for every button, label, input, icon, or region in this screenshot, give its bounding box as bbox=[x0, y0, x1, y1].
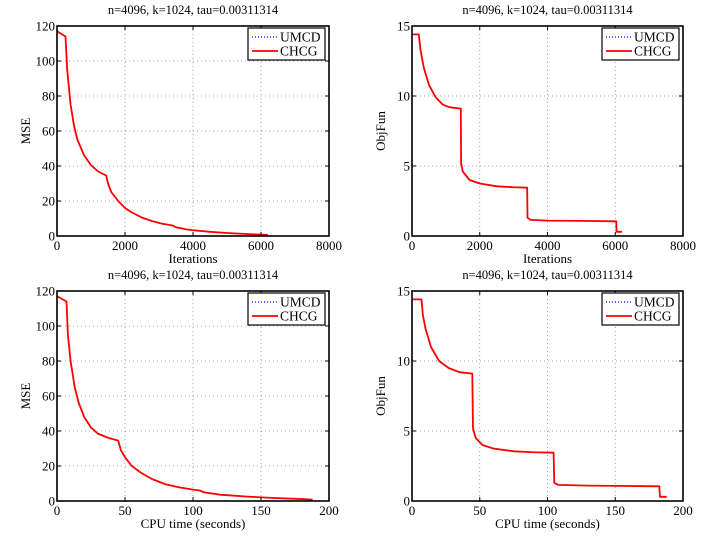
legend-box bbox=[601, 292, 680, 326]
series-line-chcg bbox=[56, 30, 268, 236]
x-tick-label: 6000 bbox=[248, 238, 274, 253]
chart-title: n=4096, k=1024, tau=0.00311314 bbox=[462, 3, 633, 17]
chart-title: n=4096, k=1024, tau=0.00311314 bbox=[462, 268, 633, 282]
y-tick-label: 15 bbox=[397, 284, 410, 299]
x-tick-label: 6000 bbox=[602, 238, 628, 253]
y-tick-label: 80 bbox=[42, 89, 55, 104]
chart-title: n=4096, k=1024, tau=0.00311314 bbox=[108, 268, 279, 282]
x-tick-label: 200 bbox=[319, 503, 339, 518]
y-tick-label: 0 bbox=[49, 229, 56, 244]
legend-label-umcd: UMCD bbox=[280, 295, 321, 310]
series-line-chcg bbox=[412, 298, 667, 498]
y-axis-label: ObjFun bbox=[373, 111, 388, 151]
legend-label-umcd: UMCD bbox=[634, 295, 675, 310]
y-tick-label: 40 bbox=[42, 424, 55, 439]
y-axis-label: MSE bbox=[18, 383, 33, 410]
x-tick-label: 8000 bbox=[670, 238, 696, 253]
x-axis-label: CPU time (seconds) bbox=[495, 516, 600, 531]
legend-label-chcg: CHCG bbox=[634, 44, 672, 59]
y-tick-label: 120 bbox=[36, 19, 56, 34]
x-axis-label: Iterations bbox=[168, 251, 217, 266]
legend-label-chcg: CHCG bbox=[634, 309, 672, 324]
y-tick-label: 15 bbox=[397, 19, 410, 34]
y-tick-label: 0 bbox=[404, 229, 411, 244]
x-tick-label: 200 bbox=[673, 503, 693, 518]
series-line-chcg bbox=[412, 33, 623, 233]
x-tick-label: 2000 bbox=[112, 238, 138, 253]
legend-box bbox=[247, 27, 326, 61]
y-tick-label: 80 bbox=[42, 354, 55, 369]
x-tick-label: 50 bbox=[473, 503, 486, 518]
x-tick-label: 4000 bbox=[535, 238, 561, 253]
y-axis-label: ObjFun bbox=[373, 376, 388, 416]
y-tick-label: 5 bbox=[404, 159, 411, 174]
x-tick-label: 2000 bbox=[467, 238, 493, 253]
y-tick-label: 100 bbox=[36, 54, 56, 69]
x-tick-label: 0 bbox=[409, 238, 416, 253]
y-tick-label: 20 bbox=[42, 459, 55, 474]
y-tick-label: 0 bbox=[404, 494, 411, 509]
chart-panel-obj-cpu: 0 50 100 150 200 0 5 10 15 n=4096, k=1024, tau=0.… bbox=[373, 268, 693, 531]
x-tick-label: 0 bbox=[409, 503, 416, 518]
y-tick-label: 0 bbox=[49, 494, 56, 509]
y-tick-label: 40 bbox=[42, 159, 55, 174]
y-tick-label: 10 bbox=[397, 354, 410, 369]
chart-panel-mse-cpu: 0 50 100 150 200 0 20 40 60 80 100 120 n=4096, k=102… bbox=[18, 268, 339, 531]
legend-label-umcd: UMCD bbox=[634, 30, 675, 45]
y-tick-label: 20 bbox=[42, 194, 55, 209]
y-tick-label: 60 bbox=[42, 389, 55, 404]
x-tick-label: 150 bbox=[251, 503, 271, 518]
chart-title: n=4096, k=1024, tau=0.00311314 bbox=[108, 3, 279, 17]
y-tick-label: 100 bbox=[36, 319, 56, 334]
x-axis-label: CPU time (seconds) bbox=[141, 516, 246, 531]
x-tick-label: 0 bbox=[54, 503, 61, 518]
legend-label-umcd: UMCD bbox=[280, 30, 321, 45]
x-tick-label: 100 bbox=[538, 503, 558, 518]
y-tick-label: 10 bbox=[397, 89, 410, 104]
legend-label-chcg: CHCG bbox=[280, 309, 318, 324]
legend-box bbox=[247, 292, 326, 326]
x-tick-label: 50 bbox=[119, 503, 132, 518]
y-axis-label: MSE bbox=[18, 118, 33, 145]
y-tick-label: 5 bbox=[404, 424, 411, 439]
x-tick-label: 8000 bbox=[316, 238, 342, 253]
y-tick-label: 120 bbox=[36, 284, 56, 299]
x-tick-label: 150 bbox=[606, 503, 626, 518]
chart-panel-obj-iter: 0 2000 4000 6000 8000 0 5 10 15 n=4096, k=1024, t… bbox=[373, 3, 696, 266]
series-line-chcg bbox=[56, 295, 313, 501]
x-tick-label: 100 bbox=[183, 503, 203, 518]
x-axis-label: Iterations bbox=[523, 251, 572, 266]
legend-box bbox=[601, 27, 680, 61]
legend-label-chcg: CHCG bbox=[280, 44, 318, 59]
x-tick-label: 4000 bbox=[180, 238, 206, 253]
chart-panel-mse-iter: 0 2000 4000 6000 8000 0 20 40 60 80 100 120 n=4096, … bbox=[18, 3, 342, 266]
y-tick-label: 60 bbox=[42, 124, 55, 139]
x-tick-label: 0 bbox=[54, 238, 61, 253]
